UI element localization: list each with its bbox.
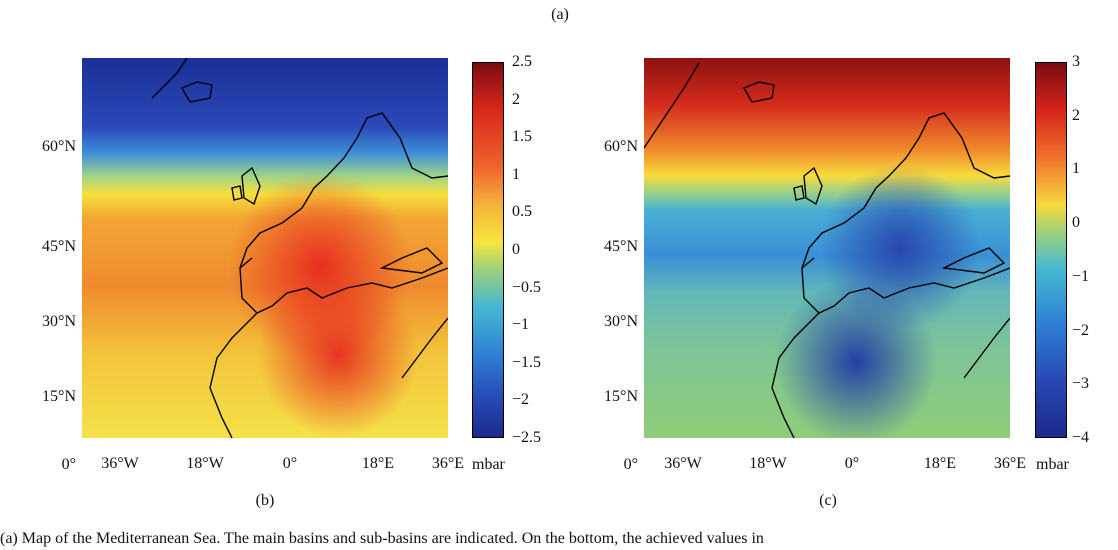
colorbar-left-tick: −1.5 [512,353,542,371]
coastline-right [644,62,1010,438]
lon-tick-right: 0° [844,455,860,472]
map-right-svg [644,58,1010,438]
lon-tick-left: 18°E [361,455,395,472]
lat-tick-right: 15°N [604,388,638,405]
map-panel-right [644,58,1010,438]
colorbar-right-tick: −2 [1072,321,1090,339]
colorbar-left-tick: −0.5 [512,278,542,296]
colorbar-left-tick: 2 [512,90,520,108]
colorbar-right-tick: −1 [1072,267,1090,285]
lat-tick-left: 45°N [42,238,76,255]
lon-tick-right: 18°W [749,455,787,472]
lon-tick-left: 0° [282,455,298,472]
colorbar-left-tick: 0 [512,241,520,258]
map-left-svg [82,58,448,438]
panel-label-c: (c) [819,492,837,509]
colorbar-left-tick: −2 [512,391,530,409]
lon-tick-left: 36°W [101,455,139,472]
colorbar-right-tick: 2 [1072,106,1080,124]
colorbar-left-tick: −1 [512,316,530,334]
lon-tick-right: 36°E [993,455,1027,472]
colorbar-left [472,62,504,438]
lon-tick-left: 18°W [186,455,224,472]
colorbar-right-tick: −3 [1072,375,1090,393]
lat-tick-right: 60°N [604,138,638,155]
lat-tick-left: 30°N [42,313,76,330]
colorbar-left-unit: mbar [472,456,505,473]
lat-tick-left: 15°N [42,388,76,405]
colorbar-left-tick: −2.5 [512,429,542,446]
colorbar-right-unit: mbar [1036,456,1069,473]
colorbar-left-tick: 1.5 [512,128,532,146]
colorbar-left-tick: 2.5 [512,53,532,70]
lat-tick-left: 60°N [42,138,76,155]
colorbar-right [1035,62,1067,438]
colorbar-right-tick: 1 [1072,160,1080,178]
lat-tick-right: 45°N [604,238,638,255]
lon-tick-right: 18°E [923,455,957,472]
panel-label-b: (b) [255,492,275,509]
colorbar-right-tick: 0 [1072,214,1080,232]
colorbar-right-tick: 3 [1072,53,1080,70]
figure-label-a: (a) [551,6,569,23]
lat-tick-right: 0° [623,456,638,473]
colorbar-right-tick: −4 [1072,429,1090,446]
colorbar-left-tick: 1 [512,165,520,183]
lat-tick-left: 0° [61,456,76,473]
lon-tick-left: 36°E [431,455,465,472]
map-panel-left [82,58,448,438]
lat-tick-right: 30°N [604,313,638,330]
coastline-left [151,58,448,438]
figure-caption: (a) Map of the Mediterranean Sea. The ma… [0,530,764,547]
lon-tick-right: 36°W [664,455,702,472]
colorbar-left-tick: 0.5 [512,203,532,221]
